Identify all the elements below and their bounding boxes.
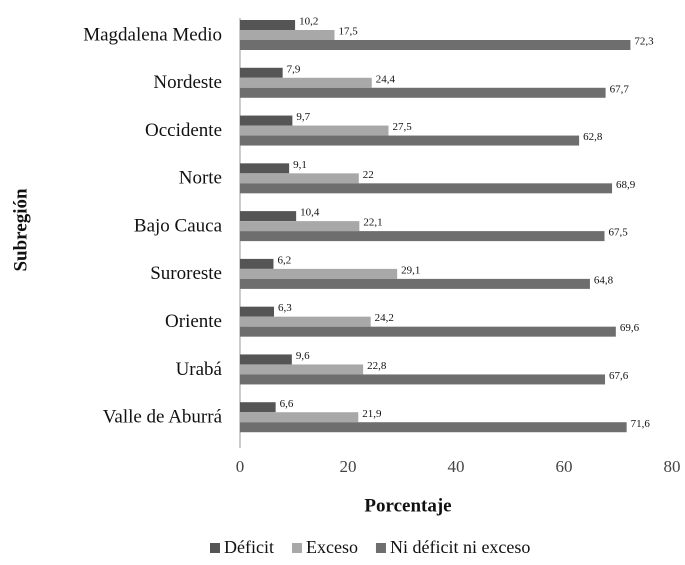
bar — [240, 268, 398, 279]
value-label: 67,7 — [610, 83, 630, 95]
bar — [240, 30, 335, 40]
value-label: 22,1 — [363, 217, 382, 229]
bar — [240, 125, 389, 136]
bar — [240, 77, 372, 88]
y-tick-label: Valle de Aburrá — [103, 407, 223, 428]
x-tick-label: 0 — [236, 457, 245, 476]
value-label: 21,9 — [362, 408, 382, 420]
bar — [240, 326, 616, 337]
y-tick-label: Norte — [179, 168, 222, 189]
value-label: 22 — [363, 169, 374, 181]
y-axis-label: Subregión — [10, 188, 31, 272]
value-label: 71,6 — [631, 418, 651, 430]
value-label: 24,2 — [375, 312, 394, 324]
value-label: 62,8 — [583, 131, 603, 143]
y-tick-label: Nordeste — [153, 72, 222, 93]
bar — [240, 40, 631, 50]
bar — [240, 183, 613, 194]
bar — [240, 258, 274, 269]
legend-swatch — [375, 543, 386, 553]
bar — [240, 135, 580, 146]
legend-swatch — [210, 543, 220, 553]
x-tick-label: 80 — [664, 457, 681, 476]
y-tick-label: Occidente — [145, 120, 222, 141]
y-tick-label: Suroreste — [150, 263, 222, 284]
value-label: 67,6 — [609, 370, 629, 382]
value-label: 29,1 — [401, 264, 420, 276]
bar — [240, 67, 283, 78]
bar — [240, 374, 606, 385]
legend-label: Ni déficit ni exceso — [390, 537, 530, 557]
value-label: 7,9 — [287, 63, 301, 75]
value-label: 22,8 — [367, 360, 387, 372]
y-tick-label: Urabá — [176, 359, 223, 380]
bar — [240, 231, 605, 242]
value-label: 64,8 — [594, 274, 614, 286]
legend-label: Déficit — [224, 537, 274, 557]
value-label: 6,3 — [278, 302, 292, 314]
bar — [240, 354, 292, 365]
value-label: 24,4 — [376, 73, 396, 85]
x-tick-label: 60 — [556, 457, 573, 476]
value-label: 6,6 — [280, 398, 294, 410]
value-label: 10,2 — [299, 16, 318, 28]
value-label: 6,2 — [277, 254, 291, 266]
y-tick-label: Bajo Cauca — [134, 215, 223, 236]
bar — [240, 87, 606, 98]
legend-label: Exceso — [306, 537, 358, 557]
bar — [240, 20, 296, 30]
bar — [240, 306, 275, 317]
bar — [240, 221, 360, 232]
bar — [240, 278, 590, 289]
value-label: 9,1 — [293, 159, 307, 171]
bar — [240, 115, 293, 126]
value-label: 10,4 — [300, 207, 320, 219]
value-label: 69,6 — [620, 322, 640, 334]
bar — [240, 422, 627, 433]
x-axis-label: Porcentaje — [364, 495, 451, 516]
bar — [240, 173, 359, 184]
y-tick-label: Magdalena Medio — [83, 24, 222, 45]
value-label: 9,6 — [296, 350, 310, 362]
x-tick-label: 40 — [448, 457, 465, 476]
bar — [240, 402, 276, 413]
value-label: 72,3 — [634, 36, 654, 48]
y-tick-label: Oriente — [165, 311, 222, 332]
value-label: 27,5 — [393, 121, 413, 133]
bar — [240, 211, 297, 222]
value-label: 17,5 — [339, 26, 359, 38]
bar — [240, 316, 371, 327]
value-label: 67,5 — [609, 227, 629, 239]
legend-swatch — [291, 543, 302, 553]
value-label: 9,7 — [296, 111, 310, 123]
value-label: 68,9 — [616, 179, 636, 191]
bar — [240, 163, 290, 174]
bar — [240, 364, 364, 375]
bar — [240, 412, 359, 423]
x-tick-label: 20 — [340, 457, 357, 476]
